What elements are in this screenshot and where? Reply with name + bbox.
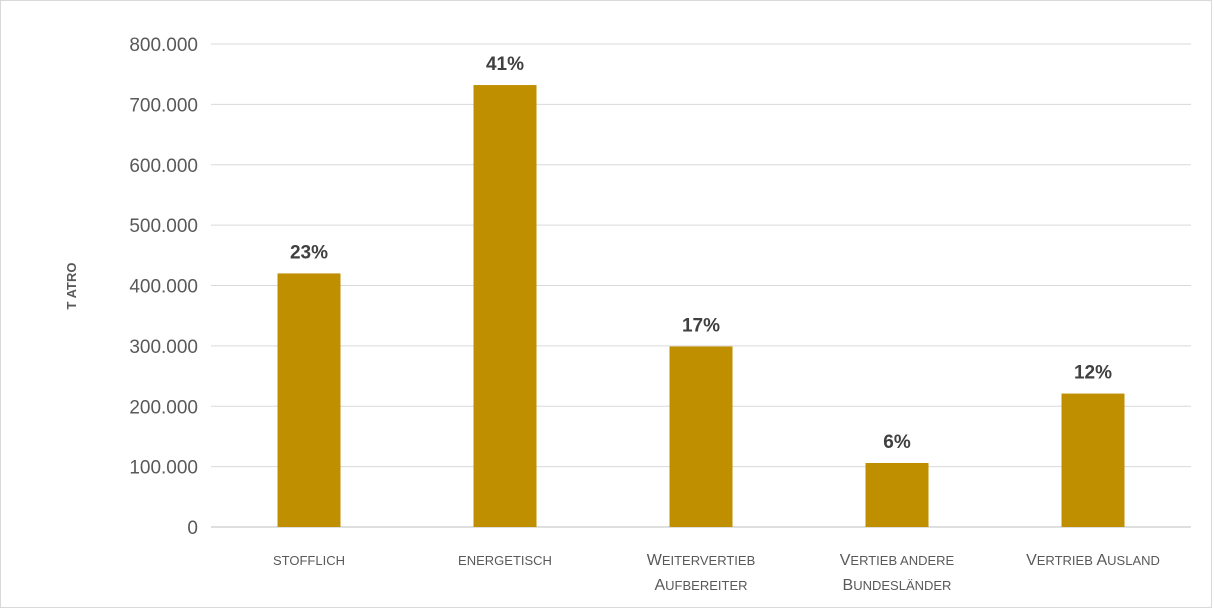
y-tick-label: 500.000 [129,216,198,237]
x-axis-ticks: STOFFLICH ENERGETISCH WEITERVERTIEB AUFBERE… [273,552,1160,594]
y-tick-label: 800.000 [129,35,198,56]
x-tick-label: AUFBEREITER [654,577,747,594]
bar [277,273,341,527]
bar [865,463,929,527]
y-axis-title: T ATRO [64,263,79,310]
bar [473,85,537,528]
x-tick-label: WEITERVERTIEB [647,552,756,569]
y-tick-label: 200.000 [129,397,198,418]
x-tick-label: BUNDESLÄNDER [843,577,952,594]
data-label: 12% [1074,363,1112,384]
x-tick-label: STOFFLICH [273,553,345,568]
data-labels: 23% 41% 17% 6% 12% [290,54,1112,453]
x-tick-label: ENERGETISCH [458,553,552,568]
y-tick-label: 400.000 [129,277,198,298]
y-axis-ticks: 0 100.000 200.000 300.000 400.000 500.000 600.… [129,35,198,539]
y-tick-label: 700.000 [129,95,198,116]
bar [1061,393,1125,527]
x-tick-label: VERTIEB ANDERE [840,552,955,569]
data-label: 23% [290,242,328,263]
bars [277,85,1125,528]
x-tick-label: VERTRIEB AUSLAND [1026,552,1160,569]
y-tick-label: 100.000 [129,458,198,479]
bar [669,346,733,527]
data-label: 17% [682,315,720,336]
y-tick-label: 0 [187,518,198,539]
data-label: 41% [486,54,524,75]
gridlines [211,43,1191,528]
y-tick-label: 300.000 [129,337,198,358]
y-tick-label: 600.000 [129,156,198,177]
data-label: 6% [883,432,911,453]
